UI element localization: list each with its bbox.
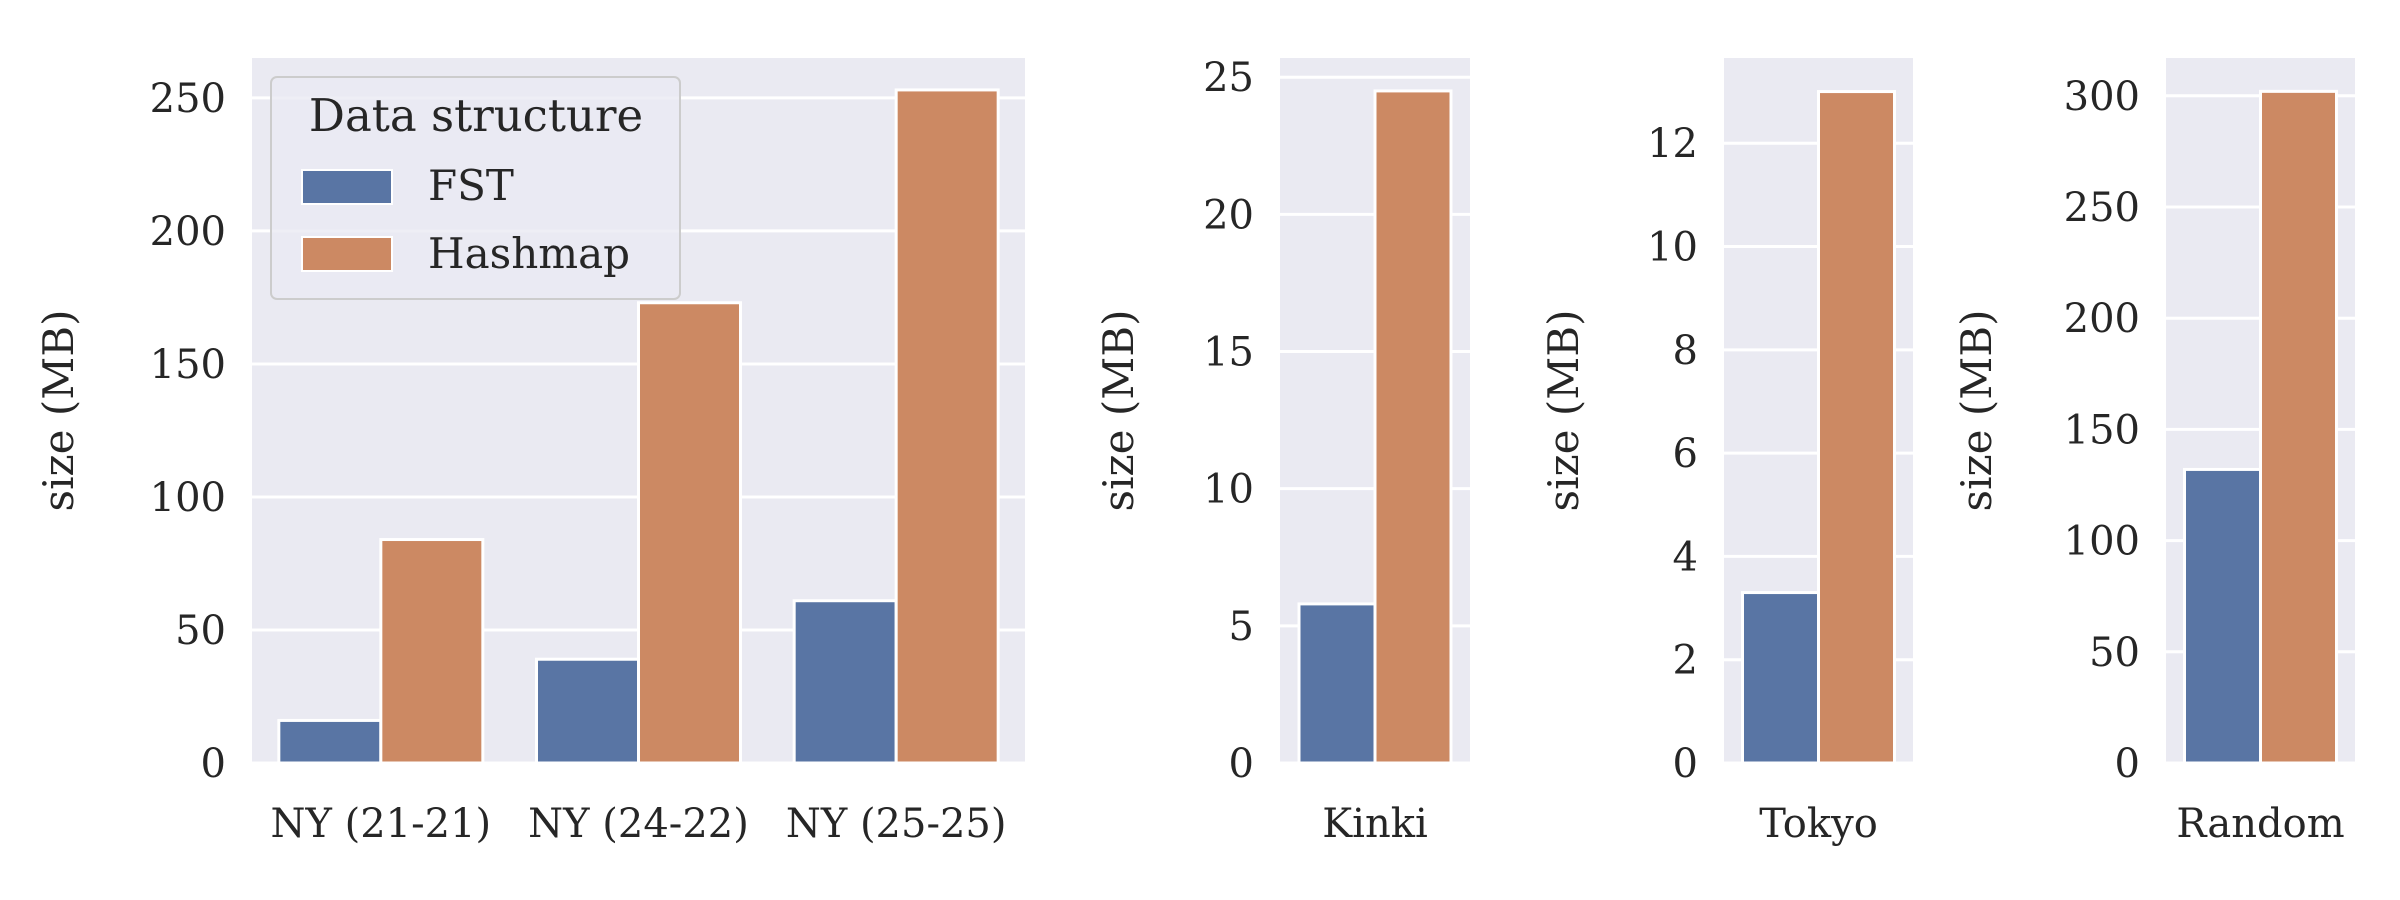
y-tick-label: 0 bbox=[1673, 741, 1698, 787]
y-axis-label: size (MB) bbox=[34, 310, 83, 512]
y-tick-label: 0 bbox=[2115, 741, 2140, 787]
y-axis-label: size (MB) bbox=[1094, 310, 1143, 512]
y-tick-label: 150 bbox=[150, 342, 226, 388]
legend-label-fst: FST bbox=[428, 161, 514, 210]
y-tick-label: 300 bbox=[2064, 74, 2140, 120]
x-tick-label: NY (24-22) bbox=[528, 801, 749, 847]
bar-fst-ny-21-21 bbox=[277, 718, 383, 765]
bar-fst-kinki bbox=[1297, 602, 1377, 765]
panel-3: 0 2 4 6 8 10 12 Tokyo size (MB) bbox=[1539, 58, 1913, 847]
y-tick-label: 150 bbox=[2064, 407, 2140, 453]
x-tick-label: Random bbox=[2176, 801, 2344, 847]
panel-4: 0 50 100 150 200 250 300 Random size (MB) bbox=[1952, 58, 2355, 847]
bar-fst-tokyo bbox=[1741, 591, 1820, 765]
bar-hashmap-tokyo bbox=[1817, 90, 1896, 765]
y-tick-label: 50 bbox=[2089, 630, 2140, 676]
bar-hashmap-random bbox=[2259, 89, 2338, 765]
bar-hashmap-ny-21-21 bbox=[379, 538, 485, 765]
bar-fst-ny-25-25 bbox=[792, 599, 898, 765]
y-tick-label: 5 bbox=[1229, 604, 1254, 650]
legend-swatch-fst bbox=[301, 169, 393, 205]
y-tick-label: 0 bbox=[1229, 741, 1254, 787]
bar-hashmap-ny-25-25 bbox=[894, 88, 1000, 765]
y-tick-label: 100 bbox=[2064, 519, 2140, 565]
y-tick-label: 2 bbox=[1673, 638, 1698, 684]
y-tick-label: 4 bbox=[1673, 534, 1698, 580]
x-tick-label: NY (25-25) bbox=[786, 801, 1007, 847]
legend-title: Data structure bbox=[309, 89, 643, 142]
y-tick-label: 12 bbox=[1647, 121, 1698, 167]
y-axis-label: size (MB) bbox=[1952, 310, 2001, 512]
y-tick-label: 100 bbox=[150, 475, 226, 521]
y-tick-label: 10 bbox=[1647, 225, 1698, 271]
y-tick-label: 15 bbox=[1203, 330, 1254, 376]
y-tick-label: 0 bbox=[201, 741, 226, 787]
y-axis-label: size (MB) bbox=[1539, 310, 1588, 512]
bar-hashmap-kinki bbox=[1373, 89, 1453, 765]
y-tick-label: 6 bbox=[1673, 431, 1698, 477]
y-tick-label: 50 bbox=[175, 608, 226, 654]
legend-swatch-hashmap bbox=[301, 236, 393, 272]
bar-fst-random bbox=[2183, 467, 2262, 765]
panel-2: 0 5 10 15 20 25 Kinki size (MB) bbox=[1094, 55, 1470, 847]
bar-fst-ny-24-22 bbox=[535, 657, 640, 765]
x-tick-label: Kinki bbox=[1322, 801, 1427, 847]
y-tick-label: 10 bbox=[1203, 467, 1254, 513]
legend: Data structure FST Hashmap bbox=[270, 76, 681, 300]
y-tick-label: 20 bbox=[1203, 192, 1254, 238]
y-tick-label: 200 bbox=[150, 209, 226, 255]
y-tick-label: 250 bbox=[2064, 185, 2140, 231]
y-tick-label: 8 bbox=[1673, 328, 1698, 374]
y-tick-label: 200 bbox=[2064, 296, 2140, 342]
bar-hashmap-ny-24-22 bbox=[637, 301, 742, 765]
y-tick-label: 250 bbox=[150, 76, 226, 122]
legend-label-hashmap: Hashmap bbox=[428, 229, 630, 278]
y-tick-label: 25 bbox=[1203, 55, 1254, 101]
x-tick-label: NY (21-21) bbox=[271, 801, 492, 847]
x-tick-label: Tokyo bbox=[1759, 801, 1878, 847]
